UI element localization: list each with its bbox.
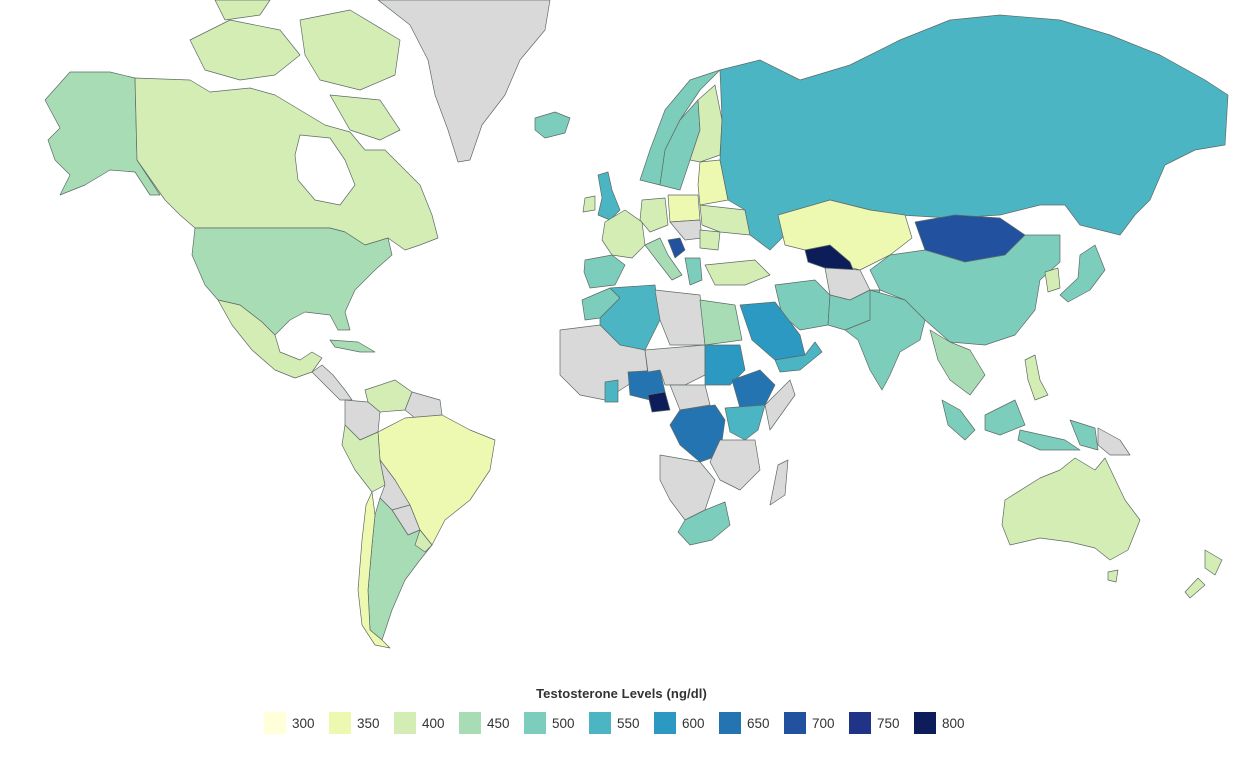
legend-item[interactable]: 750 bbox=[849, 712, 903, 734]
region-france[interactable] bbox=[601, 209, 646, 259]
legend-swatch bbox=[784, 712, 806, 734]
legend-items: 300 350 400 450 500 550 600 650 700 750 … bbox=[264, 712, 979, 734]
region-poland[interactable] bbox=[667, 194, 701, 223]
legend-item[interactable]: 650 bbox=[719, 712, 773, 734]
legend-label: 800 bbox=[942, 715, 965, 731]
region-cuba[interactable] bbox=[329, 339, 376, 353]
legend-swatch bbox=[654, 712, 676, 734]
region-ethiopia[interactable] bbox=[731, 369, 776, 409]
region-uk[interactable] bbox=[597, 171, 621, 221]
region-balkans[interactable] bbox=[667, 237, 686, 259]
region-alaska[interactable] bbox=[44, 71, 161, 196]
legend-item[interactable]: 300 bbox=[264, 712, 318, 734]
region-hungary[interactable] bbox=[669, 219, 703, 241]
region-canada[interactable] bbox=[134, 77, 439, 251]
legend-label: 750 bbox=[877, 715, 900, 731]
region-usa[interactable] bbox=[191, 227, 393, 336]
region-ghana[interactable] bbox=[604, 379, 619, 403]
legend-item[interactable]: 350 bbox=[329, 712, 383, 734]
map-legend: Testosterone Levels (ng/dl) 300 350 400 … bbox=[0, 682, 1243, 752]
legend-label: 500 bbox=[552, 715, 575, 731]
region-mexico[interactable] bbox=[217, 299, 323, 379]
region-romania[interactable] bbox=[699, 229, 721, 251]
region-spain[interactable] bbox=[583, 254, 626, 289]
legend-swatch bbox=[329, 712, 351, 734]
region-china[interactable] bbox=[869, 234, 1061, 346]
region-philippines[interactable] bbox=[1024, 354, 1049, 401]
region-cameroon[interactable] bbox=[647, 391, 671, 413]
legend-item[interactable]: 800 bbox=[914, 712, 968, 734]
region-dr-congo[interactable] bbox=[669, 404, 726, 463]
legend-swatch bbox=[264, 712, 286, 734]
legend-swatch bbox=[394, 712, 416, 734]
legend-swatch bbox=[459, 712, 481, 734]
region-east-africa-south[interactable] bbox=[709, 439, 761, 491]
region-baltics-belarus[interactable] bbox=[697, 159, 729, 206]
region-central-african-rep[interactable] bbox=[669, 384, 711, 411]
legend-swatch bbox=[524, 712, 546, 734]
region-tasmania[interactable] bbox=[1107, 569, 1119, 583]
region-uruguay[interactable] bbox=[414, 529, 433, 553]
legend-label: 450 bbox=[487, 715, 510, 731]
region-russia[interactable] bbox=[719, 14, 1229, 251]
legend-label: 300 bbox=[292, 715, 315, 731]
legend-item[interactable]: 450 bbox=[459, 712, 513, 734]
region-papua-new-guinea[interactable] bbox=[1097, 427, 1131, 456]
region-greenland[interactable] bbox=[377, 0, 551, 163]
legend-label: 600 bbox=[682, 715, 705, 731]
legend-swatch bbox=[589, 712, 611, 734]
region-central-america[interactable] bbox=[311, 364, 353, 401]
legend-item[interactable]: 400 bbox=[394, 712, 448, 734]
region-ireland[interactable] bbox=[582, 195, 596, 213]
legend-item[interactable]: 500 bbox=[524, 712, 578, 734]
legend-label: 400 bbox=[422, 715, 445, 731]
region-southeast-asia[interactable] bbox=[929, 329, 986, 396]
legend-label: 700 bbox=[812, 715, 835, 731]
world-choropleth-map[interactable] bbox=[0, 0, 1243, 680]
region-yemen-oman[interactable] bbox=[774, 341, 823, 373]
water-hudson-bay bbox=[294, 134, 356, 206]
legend-title: Testosterone Levels (ng/dl) bbox=[536, 686, 707, 701]
region-madagascar[interactable] bbox=[769, 459, 789, 506]
region-malaysia-indonesia[interactable] bbox=[941, 399, 1099, 451]
legend-item[interactable]: 550 bbox=[589, 712, 643, 734]
legend-item[interactable]: 600 bbox=[654, 712, 708, 734]
region-turkey[interactable] bbox=[704, 259, 771, 286]
region-new-zealand[interactable] bbox=[1184, 549, 1223, 599]
region-italy[interactable] bbox=[644, 237, 683, 281]
region-ukraine[interactable] bbox=[699, 204, 751, 236]
region-somalia[interactable] bbox=[764, 379, 796, 431]
legend-label: 650 bbox=[747, 715, 770, 731]
region-australia[interactable] bbox=[1001, 457, 1141, 561]
region-greece[interactable] bbox=[684, 257, 703, 286]
region-india[interactable] bbox=[844, 289, 926, 391]
legend-label: 550 bbox=[617, 715, 640, 731]
legend-swatch bbox=[849, 712, 871, 734]
region-korea[interactable] bbox=[1044, 267, 1061, 293]
region-egypt[interactable] bbox=[699, 299, 743, 346]
region-chile[interactable] bbox=[357, 491, 391, 649]
region-south-africa[interactable] bbox=[677, 501, 731, 546]
region-guianas[interactable] bbox=[404, 391, 443, 419]
legend-swatch bbox=[914, 712, 936, 734]
region-sudan[interactable] bbox=[704, 344, 746, 386]
legend-label: 350 bbox=[357, 715, 380, 731]
region-canada-arctic-islands[interactable] bbox=[189, 0, 401, 141]
region-kenya-tanzania[interactable] bbox=[724, 404, 766, 441]
legend-swatch bbox=[719, 712, 741, 734]
legend-item[interactable]: 700 bbox=[784, 712, 838, 734]
region-iceland[interactable] bbox=[534, 111, 571, 139]
region-libya[interactable] bbox=[654, 289, 706, 346]
region-finland[interactable] bbox=[689, 84, 723, 163]
region-japan[interactable] bbox=[1059, 244, 1106, 303]
region-germany[interactable] bbox=[639, 197, 669, 233]
